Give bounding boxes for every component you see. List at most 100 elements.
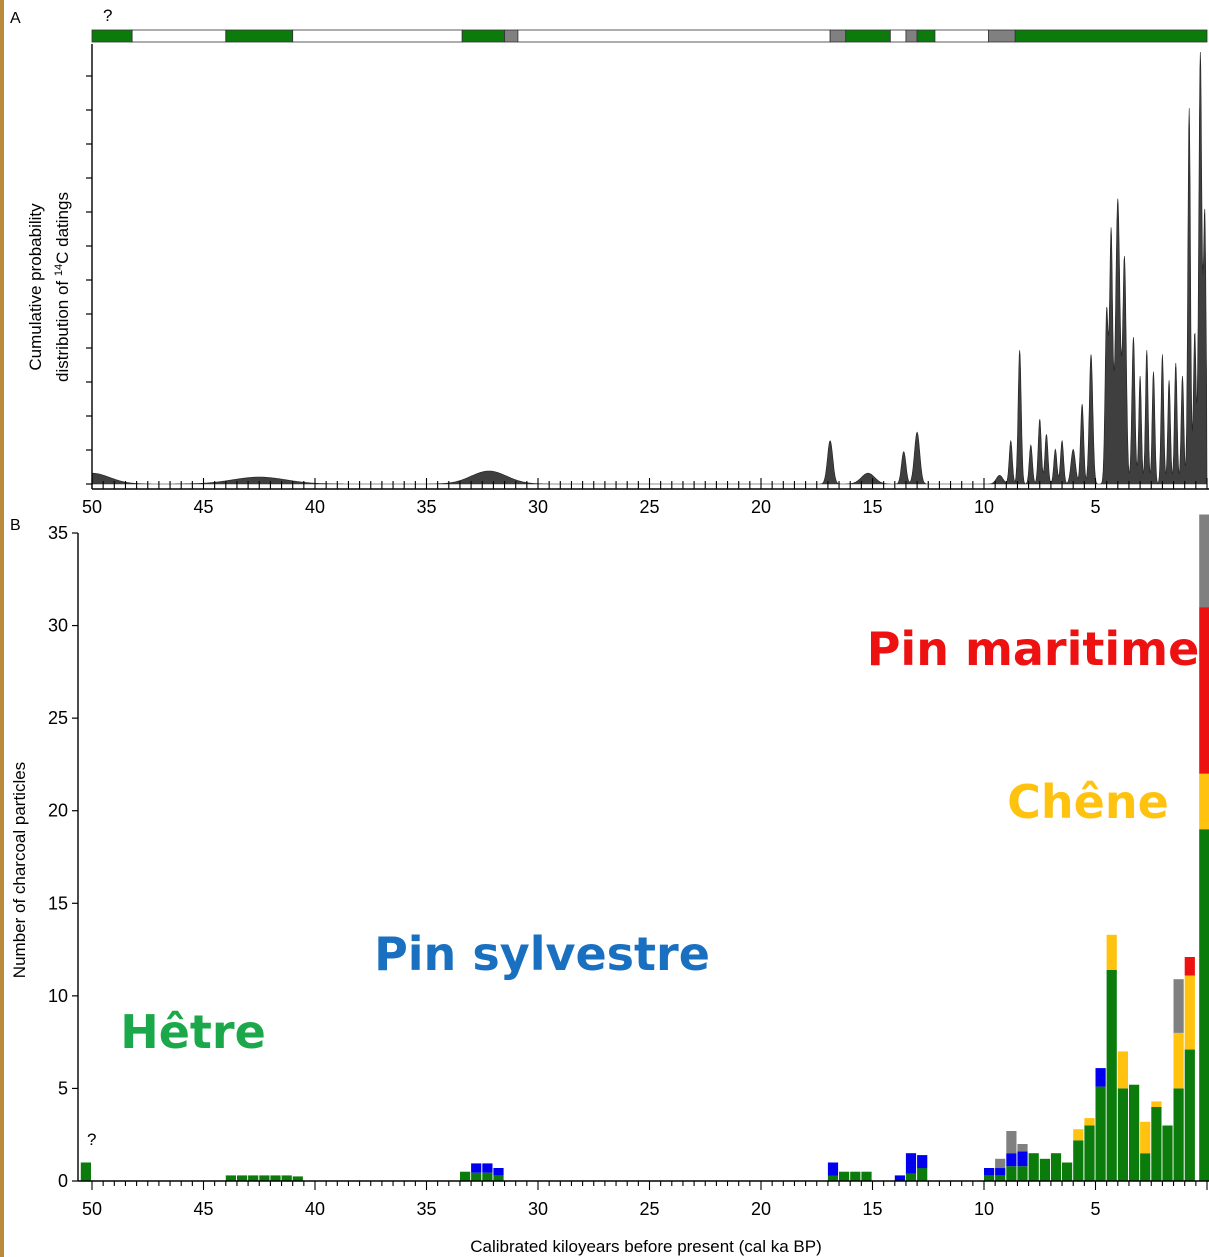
bar-segment-beech bbox=[1199, 829, 1209, 1181]
bar-segment-undetermined bbox=[995, 1158, 1006, 1169]
label-maritime-pine: Pin maritime bbox=[867, 622, 1200, 676]
bar-segment-maritime-pine bbox=[1184, 957, 1195, 976]
panel-a-ylabel-line1: Cumulative probability bbox=[26, 203, 45, 371]
bar-segment-oak bbox=[1117, 1051, 1128, 1089]
panel-b: B 0 5 10 15 20 25 30 35 50 45 40 35 30 25 20 15 10 5 ? Nu… bbox=[10, 514, 1209, 1256]
bar-segment-beech bbox=[1084, 1125, 1095, 1181]
panel-b-x-tick-label: 40 bbox=[305, 1199, 325, 1219]
presence-segment-present bbox=[845, 29, 891, 43]
bar-segment-beech bbox=[460, 1171, 471, 1181]
bar-segment-scots-pine bbox=[1006, 1153, 1017, 1167]
presence-segment-present bbox=[91, 29, 133, 43]
presence-segment-present bbox=[916, 29, 936, 43]
bar-segment-maritime-pine bbox=[1199, 607, 1209, 774]
bar-segment-beech bbox=[471, 1172, 482, 1181]
bar-segment-beech bbox=[281, 1175, 292, 1181]
bar-segment-beech bbox=[1039, 1158, 1050, 1181]
bar-segment-beech bbox=[1028, 1153, 1039, 1181]
bar-segment-beech bbox=[984, 1175, 995, 1181]
bar-segment-beech bbox=[839, 1171, 850, 1181]
bar-segment-beech bbox=[482, 1172, 493, 1181]
bar-segment-scots-pine bbox=[1017, 1151, 1028, 1167]
panel-a-x-tick-label: 10 bbox=[974, 497, 994, 517]
bar-segment-beech bbox=[248, 1175, 259, 1181]
bar-segment-beech bbox=[995, 1175, 1006, 1181]
panel-b-y-tick-label: 25 bbox=[48, 708, 68, 728]
bar-segment-beech bbox=[1017, 1166, 1028, 1181]
presence-segment-absent bbox=[292, 29, 463, 43]
bar-segment-beech bbox=[80, 1162, 91, 1181]
bar-segment-scots-pine bbox=[984, 1168, 995, 1176]
panel-a-x-tick-label: 5 bbox=[1090, 497, 1100, 517]
panel-a-x-tick-label: 35 bbox=[416, 497, 436, 517]
presence-segment-absent bbox=[934, 29, 989, 43]
panel-a-x-tick-label: 40 bbox=[305, 497, 325, 517]
bar-segment-scots-pine bbox=[917, 1155, 928, 1169]
bar-segment-beech bbox=[1050, 1153, 1062, 1181]
panel-b-x-tick-label: 30 bbox=[528, 1199, 548, 1219]
bar-segment-beech bbox=[1151, 1106, 1162, 1181]
panel-b-x-tick-label: 20 bbox=[751, 1199, 771, 1219]
panel-b-x-tick-label: 15 bbox=[862, 1199, 882, 1219]
ylabel-superscript: 14 bbox=[53, 264, 65, 276]
bar-segment-beech bbox=[827, 1175, 839, 1181]
figure-panel bbox=[4, 0, 1209, 1257]
panel-b-y-tick-label: 35 bbox=[48, 523, 68, 543]
panel-b-axes: 0 5 10 15 20 25 30 35 50 45 40 35 30 25 20 15 10 5 bbox=[48, 523, 1209, 1219]
panel-a-letter: A bbox=[10, 10, 21, 27]
bar-segment-beech bbox=[1073, 1140, 1084, 1181]
bar-segment-beech bbox=[1117, 1088, 1128, 1181]
bar-segment-scots-pine bbox=[894, 1175, 905, 1181]
bar-segment-beech bbox=[1173, 1088, 1184, 1181]
panel-b-y-tick-label: 30 bbox=[48, 616, 68, 636]
bar-segment-beech bbox=[225, 1175, 236, 1181]
panel-b-y-tick-label: 5 bbox=[58, 1078, 68, 1098]
panel-b-y-tick-label: 20 bbox=[48, 801, 68, 821]
panel-b-x-tick-label: 5 bbox=[1090, 1199, 1100, 1219]
bar-segment-oak bbox=[1151, 1101, 1162, 1107]
bar-segment-beech bbox=[861, 1171, 872, 1181]
bar-segment-undetermined bbox=[1006, 1131, 1017, 1154]
bar-segment-oak bbox=[1199, 773, 1209, 830]
presence-segment-absent bbox=[889, 29, 907, 43]
panel-a-axes: 50 45 40 35 30 25 20 15 10 5 bbox=[82, 44, 1209, 517]
bar-segment-scots-pine bbox=[827, 1162, 839, 1176]
panel-b-x-tick-label: 10 bbox=[974, 1199, 994, 1219]
bar-segment-beech bbox=[1162, 1125, 1173, 1181]
presence-segment-present bbox=[225, 29, 294, 43]
bar-segment-beech bbox=[237, 1175, 248, 1181]
panel-a-x-tick-label: 15 bbox=[862, 497, 882, 517]
bar-segment-scots-pine bbox=[905, 1153, 917, 1174]
panel-a-question-mark: ? bbox=[103, 6, 112, 25]
presence-segment-absent bbox=[131, 29, 227, 43]
presence-segment-unknown bbox=[829, 29, 847, 43]
bar-segment-beech bbox=[905, 1173, 917, 1181]
ylabel-line2-pre: distribution of bbox=[53, 276, 72, 382]
bar-segment-beech bbox=[270, 1175, 281, 1181]
presence-segment-present bbox=[461, 29, 505, 43]
bar-segment-undetermined bbox=[1173, 979, 1184, 1033]
presence-segment-absent bbox=[517, 29, 831, 43]
bar-segment-beech bbox=[493, 1175, 504, 1181]
panel-b-x-tick-label: 35 bbox=[416, 1199, 436, 1219]
panel-b-x-tick-label: 45 bbox=[193, 1199, 213, 1219]
charcoal-bars bbox=[80, 514, 1209, 1181]
bar-segment-oak bbox=[1140, 1121, 1151, 1154]
bar-segment-undetermined bbox=[1199, 514, 1209, 608]
bar-segment-oak bbox=[1184, 975, 1195, 1050]
panel-a-x-tick-label: 50 bbox=[82, 497, 102, 517]
presence-segment-unknown bbox=[504, 29, 519, 43]
panel-a-ylabel-line2: distribution of 14C datings bbox=[53, 192, 72, 382]
panel-b-letter: B bbox=[10, 517, 21, 534]
panel-b-question-mark: ? bbox=[87, 1130, 96, 1149]
bar-segment-scots-pine bbox=[493, 1168, 504, 1176]
label-beech: Hêtre bbox=[120, 1005, 266, 1059]
bar-segment-beech bbox=[1006, 1166, 1017, 1181]
panel-a-x-tick-label: 30 bbox=[528, 497, 548, 517]
bar-segment-beech bbox=[850, 1171, 861, 1181]
panel-b-x-tick-label: 50 bbox=[82, 1199, 102, 1219]
bar-segment-scots-pine bbox=[1095, 1068, 1106, 1087]
presence-segment-unknown bbox=[988, 29, 1016, 43]
